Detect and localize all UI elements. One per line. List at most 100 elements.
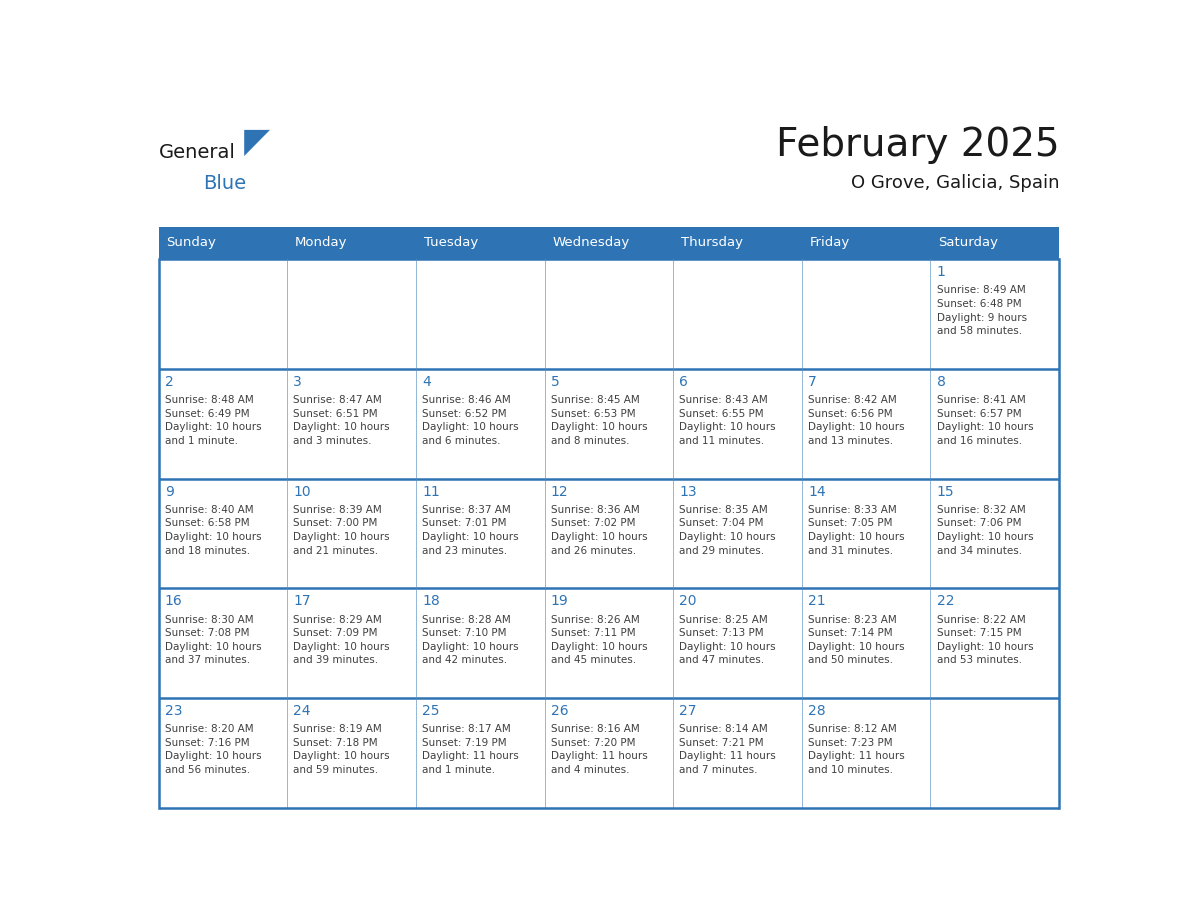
Bar [158,259,287,369]
Bar [930,588,1060,698]
Text: 13: 13 [680,485,697,498]
Bar [544,478,674,588]
Text: 21: 21 [808,595,826,609]
Text: 20: 20 [680,595,697,609]
Bar [158,369,287,478]
Bar [544,698,674,808]
Text: Friday: Friday [809,237,849,250]
Bar [287,588,416,698]
Bar [930,698,1060,808]
Text: O Grove, Galicia, Spain: O Grove, Galicia, Spain [851,174,1060,192]
Text: Sunrise: 8:32 AM
Sunset: 7:06 PM
Daylight: 10 hours
and 34 minutes.: Sunrise: 8:32 AM Sunset: 7:06 PM Dayligh… [936,505,1034,555]
Text: 2: 2 [165,375,173,389]
Text: 3: 3 [293,375,302,389]
Text: 8: 8 [936,375,946,389]
Text: Sunrise: 8:37 AM
Sunset: 7:01 PM
Daylight: 10 hours
and 23 minutes.: Sunrise: 8:37 AM Sunset: 7:01 PM Dayligh… [422,505,519,555]
Text: 5: 5 [551,375,560,389]
Text: Sunrise: 8:12 AM
Sunset: 7:23 PM
Daylight: 11 hours
and 10 minutes.: Sunrise: 8:12 AM Sunset: 7:23 PM Dayligh… [808,724,905,775]
Bar [802,259,930,369]
Bar [158,588,287,698]
Text: Sunrise: 8:47 AM
Sunset: 6:51 PM
Daylight: 10 hours
and 3 minutes.: Sunrise: 8:47 AM Sunset: 6:51 PM Dayligh… [293,395,390,446]
Text: 14: 14 [808,485,826,498]
Text: Saturday: Saturday [939,237,998,250]
Text: 18: 18 [422,595,440,609]
Text: Sunrise: 8:41 AM
Sunset: 6:57 PM
Daylight: 10 hours
and 16 minutes.: Sunrise: 8:41 AM Sunset: 6:57 PM Dayligh… [936,395,1034,446]
Bar [416,698,544,808]
Bar [416,259,544,369]
Text: Sunrise: 8:29 AM
Sunset: 7:09 PM
Daylight: 10 hours
and 39 minutes.: Sunrise: 8:29 AM Sunset: 7:09 PM Dayligh… [293,614,390,666]
Bar [158,698,287,808]
Text: Sunrise: 8:30 AM
Sunset: 7:08 PM
Daylight: 10 hours
and 37 minutes.: Sunrise: 8:30 AM Sunset: 7:08 PM Dayligh… [165,614,261,666]
Text: Sunrise: 8:40 AM
Sunset: 6:58 PM
Daylight: 10 hours
and 18 minutes.: Sunrise: 8:40 AM Sunset: 6:58 PM Dayligh… [165,505,261,555]
Text: Sunrise: 8:49 AM
Sunset: 6:48 PM
Daylight: 9 hours
and 58 minutes.: Sunrise: 8:49 AM Sunset: 6:48 PM Dayligh… [936,285,1026,336]
Text: February 2025: February 2025 [776,126,1060,163]
Bar [544,369,674,478]
Text: 17: 17 [293,595,311,609]
Text: Sunrise: 8:35 AM
Sunset: 7:04 PM
Daylight: 10 hours
and 29 minutes.: Sunrise: 8:35 AM Sunset: 7:04 PM Dayligh… [680,505,776,555]
Text: 7: 7 [808,375,817,389]
Bar [674,369,802,478]
Bar [158,478,287,588]
Text: Sunrise: 8:26 AM
Sunset: 7:11 PM
Daylight: 10 hours
and 45 minutes.: Sunrise: 8:26 AM Sunset: 7:11 PM Dayligh… [551,614,647,666]
Text: Sunday: Sunday [166,237,216,250]
Text: Monday: Monday [295,237,347,250]
Bar [930,369,1060,478]
Text: Sunrise: 8:43 AM
Sunset: 6:55 PM
Daylight: 10 hours
and 11 minutes.: Sunrise: 8:43 AM Sunset: 6:55 PM Dayligh… [680,395,776,446]
Text: Sunrise: 8:39 AM
Sunset: 7:00 PM
Daylight: 10 hours
and 21 minutes.: Sunrise: 8:39 AM Sunset: 7:00 PM Dayligh… [293,505,390,555]
Text: 26: 26 [551,704,568,718]
Text: 4: 4 [422,375,431,389]
Text: Sunrise: 8:36 AM
Sunset: 7:02 PM
Daylight: 10 hours
and 26 minutes.: Sunrise: 8:36 AM Sunset: 7:02 PM Dayligh… [551,505,647,555]
Text: Sunrise: 8:48 AM
Sunset: 6:49 PM
Daylight: 10 hours
and 1 minute.: Sunrise: 8:48 AM Sunset: 6:49 PM Dayligh… [165,395,261,446]
Text: 11: 11 [422,485,440,498]
Polygon shape [245,129,270,156]
Text: 22: 22 [936,595,954,609]
Text: Wednesday: Wednesday [552,237,630,250]
Text: Sunrise: 8:17 AM
Sunset: 7:19 PM
Daylight: 11 hours
and 1 minute.: Sunrise: 8:17 AM Sunset: 7:19 PM Dayligh… [422,724,519,775]
Text: Sunrise: 8:46 AM
Sunset: 6:52 PM
Daylight: 10 hours
and 6 minutes.: Sunrise: 8:46 AM Sunset: 6:52 PM Dayligh… [422,395,519,446]
Bar [287,698,416,808]
Text: Sunrise: 8:16 AM
Sunset: 7:20 PM
Daylight: 11 hours
and 4 minutes.: Sunrise: 8:16 AM Sunset: 7:20 PM Dayligh… [551,724,647,775]
Text: Thursday: Thursday [681,237,742,250]
Bar [158,227,1060,259]
Text: 27: 27 [680,704,697,718]
Text: 9: 9 [165,485,173,498]
Text: Sunrise: 8:42 AM
Sunset: 6:56 PM
Daylight: 10 hours
and 13 minutes.: Sunrise: 8:42 AM Sunset: 6:56 PM Dayligh… [808,395,904,446]
Bar [802,698,930,808]
Bar [802,588,930,698]
Text: Sunrise: 8:23 AM
Sunset: 7:14 PM
Daylight: 10 hours
and 50 minutes.: Sunrise: 8:23 AM Sunset: 7:14 PM Dayligh… [808,614,904,666]
Text: 23: 23 [165,704,182,718]
Text: 24: 24 [293,704,311,718]
Bar [287,478,416,588]
Text: Sunrise: 8:25 AM
Sunset: 7:13 PM
Daylight: 10 hours
and 47 minutes.: Sunrise: 8:25 AM Sunset: 7:13 PM Dayligh… [680,614,776,666]
Text: Blue: Blue [203,174,246,193]
Bar [287,259,416,369]
Text: General: General [158,143,235,162]
Bar [802,478,930,588]
Text: 1: 1 [936,265,946,279]
Text: Sunrise: 8:22 AM
Sunset: 7:15 PM
Daylight: 10 hours
and 53 minutes.: Sunrise: 8:22 AM Sunset: 7:15 PM Dayligh… [936,614,1034,666]
Text: Tuesday: Tuesday [424,237,478,250]
Text: 6: 6 [680,375,688,389]
Text: 12: 12 [551,485,568,498]
Text: 28: 28 [808,704,826,718]
Bar [416,369,544,478]
Text: 10: 10 [293,485,311,498]
Bar [544,259,674,369]
Text: Sunrise: 8:14 AM
Sunset: 7:21 PM
Daylight: 11 hours
and 7 minutes.: Sunrise: 8:14 AM Sunset: 7:21 PM Dayligh… [680,724,776,775]
Bar [544,588,674,698]
Bar [416,478,544,588]
Text: Sunrise: 8:33 AM
Sunset: 7:05 PM
Daylight: 10 hours
and 31 minutes.: Sunrise: 8:33 AM Sunset: 7:05 PM Dayligh… [808,505,904,555]
Text: 16: 16 [165,595,183,609]
Text: Sunrise: 8:28 AM
Sunset: 7:10 PM
Daylight: 10 hours
and 42 minutes.: Sunrise: 8:28 AM Sunset: 7:10 PM Dayligh… [422,614,519,666]
Text: Sunrise: 8:45 AM
Sunset: 6:53 PM
Daylight: 10 hours
and 8 minutes.: Sunrise: 8:45 AM Sunset: 6:53 PM Dayligh… [551,395,647,446]
Bar [287,369,416,478]
Bar [674,698,802,808]
Text: Sunrise: 8:20 AM
Sunset: 7:16 PM
Daylight: 10 hours
and 56 minutes.: Sunrise: 8:20 AM Sunset: 7:16 PM Dayligh… [165,724,261,775]
Bar [930,259,1060,369]
Bar [802,369,930,478]
Text: 25: 25 [422,704,440,718]
Bar [930,478,1060,588]
Bar [416,588,544,698]
Text: Sunrise: 8:19 AM
Sunset: 7:18 PM
Daylight: 10 hours
and 59 minutes.: Sunrise: 8:19 AM Sunset: 7:18 PM Dayligh… [293,724,390,775]
Text: 19: 19 [551,595,569,609]
